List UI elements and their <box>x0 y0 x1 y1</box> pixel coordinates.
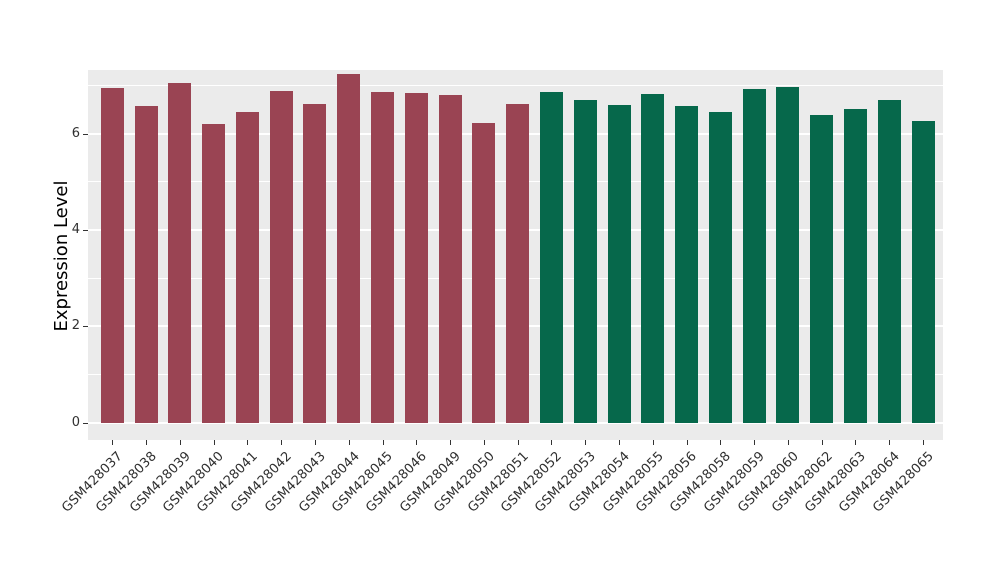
y-tick-label: 6 <box>71 125 80 141</box>
x-tick-mark <box>213 440 215 445</box>
bar-GSM428044 <box>337 73 361 423</box>
bar-GSM428051 <box>506 104 530 423</box>
y-tick-label: 2 <box>71 318 80 334</box>
bar-GSM428038 <box>134 106 158 423</box>
bar-GSM428037 <box>100 88 124 423</box>
bar-GSM428054 <box>607 105 631 423</box>
x-tick-mark <box>112 440 114 445</box>
x-tick-mark <box>179 440 181 445</box>
major-gridline <box>88 421 943 424</box>
y-tick-mark <box>83 133 88 135</box>
x-tick-mark <box>247 440 249 445</box>
bar-GSM428060 <box>776 87 800 423</box>
bar-GSM428042 <box>269 91 293 423</box>
x-tick-mark <box>652 440 654 445</box>
x-tick-mark <box>754 440 756 445</box>
bar-GSM428046 <box>404 93 428 423</box>
bar-GSM428050 <box>472 122 496 423</box>
x-tick-mark <box>348 440 350 445</box>
x-tick-mark <box>450 440 452 445</box>
x-tick-mark <box>585 440 587 445</box>
bar-GSM428053 <box>573 99 597 423</box>
x-tick-mark <box>551 440 553 445</box>
minor-gridline <box>88 84 943 86</box>
y-tick-label: 4 <box>71 221 80 237</box>
bar-GSM428052 <box>539 92 563 423</box>
bar-GSM428040 <box>202 124 226 423</box>
bar-GSM428056 <box>675 106 699 423</box>
x-tick-mark <box>416 440 418 445</box>
bar-GSM428045 <box>371 92 395 423</box>
y-tick-mark <box>83 422 88 424</box>
y-axis-title: Expression Level <box>51 180 72 332</box>
x-tick-mark <box>720 440 722 445</box>
bar-GSM428055 <box>641 93 665 423</box>
x-tick-mark <box>314 440 316 445</box>
bar-GSM428064 <box>877 99 901 423</box>
bar-GSM428059 <box>742 89 766 423</box>
bar-GSM428058 <box>708 111 732 423</box>
x-tick-mark <box>821 440 823 445</box>
bar-GSM428049 <box>438 94 462 423</box>
x-tick-mark <box>382 440 384 445</box>
x-tick-mark <box>787 440 789 445</box>
x-tick-mark <box>281 440 283 445</box>
bar-GSM428063 <box>843 109 867 423</box>
y-tick-mark <box>83 326 88 328</box>
bar-GSM428041 <box>235 111 259 423</box>
x-tick-mark <box>889 440 891 445</box>
bar-GSM428062 <box>810 115 834 423</box>
x-tick-mark <box>146 440 148 445</box>
x-tick-mark <box>517 440 519 445</box>
x-tick-mark <box>483 440 485 445</box>
bar-GSM428039 <box>168 83 192 423</box>
x-tick-mark <box>923 440 925 445</box>
plot-panel <box>88 70 943 440</box>
x-tick-mark <box>619 440 620 445</box>
x-tick-mark <box>686 440 688 445</box>
y-tick-label: 0 <box>71 414 80 430</box>
y-tick-mark <box>83 229 88 231</box>
x-tick-mark <box>855 440 857 445</box>
bar-GSM428043 <box>303 104 327 423</box>
bar-GSM428065 <box>911 121 935 423</box>
